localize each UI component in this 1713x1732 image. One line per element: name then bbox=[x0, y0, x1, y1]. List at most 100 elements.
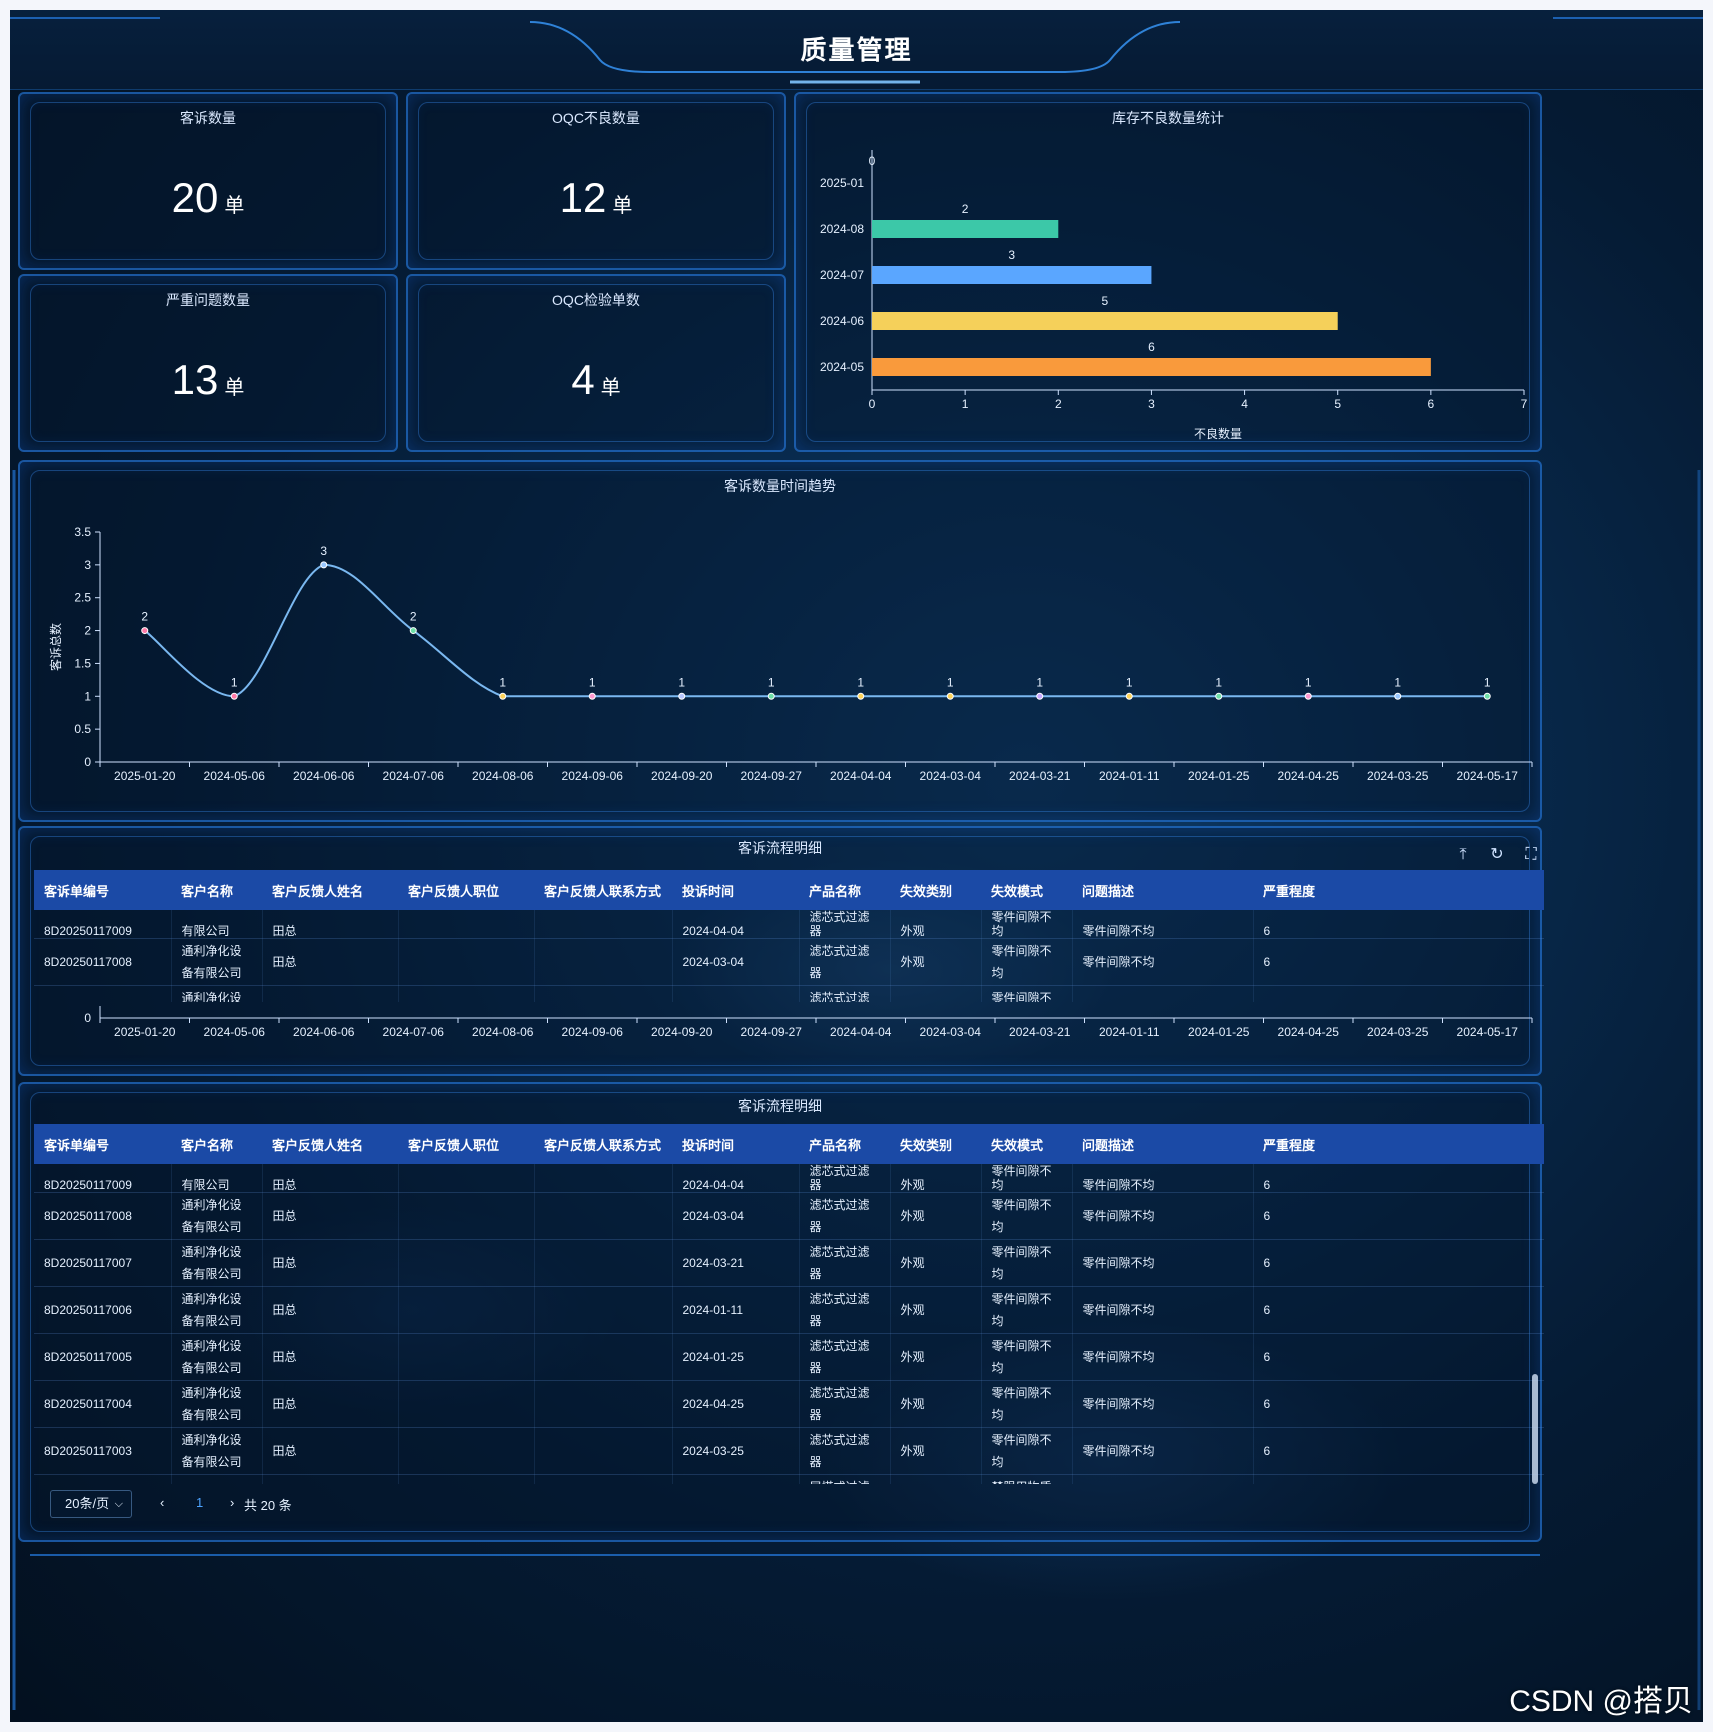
stat-unit: 单 bbox=[224, 195, 245, 217]
column-header[interactable]: 客户名称 bbox=[171, 1124, 262, 1164]
table-cell: 8D20250117008 bbox=[34, 1192, 172, 1240]
column-header[interactable]: 产品名称 bbox=[799, 1124, 890, 1164]
column-header[interactable]: 失效模式 bbox=[981, 870, 1072, 910]
column-header[interactable]: 投诉时间 bbox=[672, 870, 799, 910]
table-cell: 滤芯式过滤器 bbox=[799, 1427, 891, 1475]
x-tick-label: 2025-01-20 bbox=[114, 769, 176, 783]
data-label: 1 bbox=[1215, 675, 1222, 689]
trend-line bbox=[144, 563, 1488, 698]
inventory-defects-panel: 库存不良数量统计 0 1 2 3 4 5 6 7 2025-01 0 2024-08 2 2024-07… bbox=[794, 92, 1542, 452]
table-scrollbar[interactable] bbox=[1532, 1374, 1538, 1484]
table-row[interactable]: 8D20250117007 通利净化设备有限公司 田总 2024-03-21 滤芯式过滤… bbox=[34, 1239, 1544, 1287]
column-header[interactable]: 客户反馈人职位 bbox=[398, 1124, 534, 1164]
x-tick-label: 5 bbox=[1334, 397, 1341, 411]
table-cell: 零件间隙不均 bbox=[981, 1427, 1073, 1475]
table-cell: 零件间隙不均 bbox=[981, 938, 1073, 986]
column-header[interactable]: 客户反馈人姓名 bbox=[262, 1124, 398, 1164]
refresh-icon[interactable]: ↻ bbox=[1490, 846, 1504, 863]
column-header[interactable]: 失效类别 bbox=[890, 870, 981, 910]
table-cell: 9 bbox=[1253, 1474, 1544, 1484]
column-header[interactable]: 失效模式 bbox=[981, 1124, 1072, 1164]
table-cell: 6 bbox=[1253, 1333, 1544, 1381]
table-row-partial[interactable]: 8D20250117009 有限公司 田总 2024-04-04 滤芯式过滤器 外观 零件间… bbox=[34, 1164, 1544, 1193]
bar-2024-08 bbox=[872, 220, 1059, 238]
column-header[interactable]: 客诉单编号 bbox=[34, 870, 171, 910]
data-point-2024-01-25 bbox=[1215, 692, 1223, 700]
table-header-row: 客诉单编号 客户名称 客户反馈人姓名 客户反馈人职位 客户反馈人联系方式 投诉时间 产品名称… bbox=[34, 1124, 1544, 1164]
table-cell: 零件间隙不均 bbox=[981, 985, 1073, 1002]
y-axis-title: 客诉总数 bbox=[48, 623, 63, 671]
column-header[interactable]: 客户反馈人职位 bbox=[398, 870, 534, 910]
x-tick-label: 2024-09-27 bbox=[741, 1025, 803, 1039]
complaint-table-mini: 客诉单编号 客户名称 客户反馈人姓名 客户反馈人职位 客户反馈人联系方式 投诉时间 产品名称… bbox=[34, 870, 1544, 1002]
table-cell: 通利净化设备有限公司 bbox=[171, 1380, 263, 1428]
stat-card-frame bbox=[30, 102, 386, 260]
fullscreen-icon[interactable]: ⛶ bbox=[1525, 846, 1537, 863]
x-tick-label: 2024-09-06 bbox=[562, 769, 624, 783]
data-point-2024-04-04 bbox=[857, 692, 865, 700]
pagination: 20条/页 ⌵ ‹ 1 › 共 20 条 bbox=[50, 1490, 450, 1520]
table-cell bbox=[534, 1333, 673, 1381]
table-cell: 田总 bbox=[262, 910, 399, 939]
page-size-select[interactable]: 20条/页 ⌵ bbox=[50, 1490, 132, 1518]
table-cell: 通利净化设备 bbox=[171, 985, 263, 1002]
table-cell: 外观 bbox=[890, 1192, 982, 1240]
y-tick-label: 2024-06 bbox=[820, 314, 864, 328]
table-row[interactable]: 8D20250117008 通利净化设备有限公司 田总 2024-03-04 滤芯式过滤… bbox=[34, 938, 1544, 986]
data-label: 1 bbox=[768, 675, 775, 689]
data-point-2024-07-06 bbox=[409, 627, 417, 635]
column-header[interactable]: 客户反馈人联系方式 bbox=[534, 870, 672, 910]
panel-frame bbox=[806, 102, 1530, 442]
upload-icon[interactable]: ⤒ bbox=[1459, 846, 1467, 863]
prev-page-icon[interactable]: ‹ bbox=[160, 1495, 165, 1510]
column-header[interactable]: 客户反馈人姓名 bbox=[262, 870, 398, 910]
table-cell: 通利净化设备有限公司 bbox=[171, 1286, 263, 1334]
y-tick-label: 3.5 bbox=[74, 525, 91, 539]
data-point-2024-05-17 bbox=[1483, 692, 1491, 700]
table-cell: 8D20250117002 bbox=[34, 1474, 172, 1484]
table-row[interactable]: 8D20250117003 通利净化设备有限公司 田总 2024-03-25 滤芯式过滤… bbox=[34, 1427, 1544, 1475]
table-cell: 通利净化设备有限公司 bbox=[171, 938, 263, 986]
column-header[interactable]: 严重程度 bbox=[1253, 870, 1544, 910]
column-header[interactable]: 投诉时间 bbox=[672, 1124, 799, 1164]
bar-value-label: 0 bbox=[869, 154, 876, 168]
x-tick-label: 1 bbox=[962, 397, 969, 411]
next-page-icon[interactable]: › bbox=[230, 1495, 235, 1510]
x-tick-label: 2024-03-04 bbox=[920, 1025, 982, 1039]
current-page[interactable]: 1 bbox=[196, 1495, 204, 1510]
x-tick-label: 2024-05-06 bbox=[204, 1025, 266, 1039]
column-header[interactable]: 失效类别 bbox=[890, 1124, 981, 1164]
table-cell: 2024-03-21 bbox=[672, 985, 800, 1002]
x-tick-label: 3 bbox=[1148, 397, 1155, 411]
table-row[interactable]: 8D20250117002志安化工xxxxxxx188618277772024-… bbox=[34, 1474, 1544, 1484]
column-header[interactable]: 客户反馈人联系方式 bbox=[534, 1124, 672, 1164]
table-row[interactable]: 8D20250117006 通利净化设备有限公司 田总 2024-01-11 滤芯式过滤… bbox=[34, 1286, 1544, 1334]
table-cell: 田总 bbox=[262, 1380, 399, 1428]
table-row[interactable]: 8D20250117007通利净化设备田总2024-03-21滤芯式过滤器外观零… bbox=[34, 985, 1544, 1002]
data-label: 1 bbox=[1394, 675, 1401, 689]
table-cell: 零件间隙不均 bbox=[981, 1333, 1073, 1381]
table-cell: 法规 bbox=[890, 1474, 982, 1484]
column-header[interactable]: 问题描述 bbox=[1072, 870, 1253, 910]
table-cell: xxx bbox=[398, 1474, 535, 1484]
table-cell: 通利净化设备有限公司 bbox=[171, 1427, 263, 1475]
column-header[interactable]: 严重程度 bbox=[1253, 1124, 1544, 1164]
x-tick-label: 2024-05-17 bbox=[1457, 1025, 1519, 1039]
data-label: 1 bbox=[589, 675, 596, 689]
x-tick-label: 2024-01-11 bbox=[1099, 1025, 1160, 1039]
table-row-partial[interactable]: 8D20250117009 有限公司 田总 2024-04-04 滤芯式过滤器 外观 零件间… bbox=[34, 910, 1544, 939]
table-row[interactable]: 8D20250117005 通利净化设备有限公司 田总 2024-01-25 滤芯式过滤… bbox=[34, 1333, 1544, 1381]
x-tick-label: 2024-03-25 bbox=[1367, 769, 1429, 783]
column-header[interactable]: 客户名称 bbox=[171, 870, 262, 910]
table-cell bbox=[534, 1192, 673, 1240]
data-point-2024-03-25 bbox=[1394, 692, 1402, 700]
x-tick-label: 2024-04-04 bbox=[830, 1025, 892, 1039]
x-tick-label: 2024-09-27 bbox=[741, 769, 803, 783]
column-header[interactable]: 客诉单编号 bbox=[34, 1124, 171, 1164]
table-cell: 6 bbox=[1253, 985, 1544, 1002]
table-row[interactable]: 8D20250117004 通利净化设备有限公司 田总 2024-04-25 滤芯式过滤… bbox=[34, 1380, 1544, 1428]
column-header[interactable]: 问题描述 bbox=[1072, 1124, 1253, 1164]
table-row[interactable]: 8D20250117008 通利净化设备有限公司 田总 2024-03-04 滤芯式过滤… bbox=[34, 1192, 1544, 1240]
column-header[interactable]: 产品名称 bbox=[799, 870, 890, 910]
